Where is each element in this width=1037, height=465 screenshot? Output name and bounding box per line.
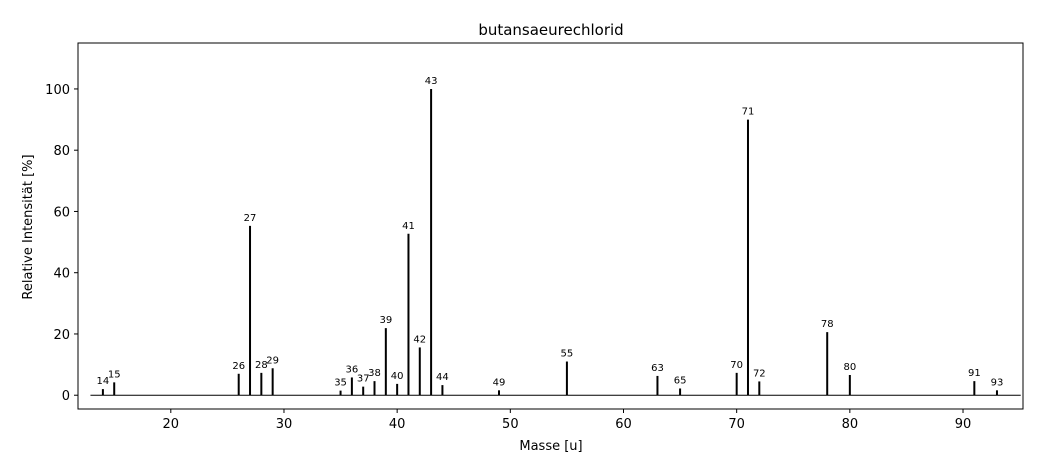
peak-label: 49 (493, 377, 506, 388)
x-tick-label: 80 (842, 417, 859, 432)
peak-label: 27 (244, 213, 257, 224)
peak-label: 70 (730, 360, 743, 371)
x-tick-label: 60 (615, 417, 632, 432)
chart-title: butansaeurechlorid (478, 21, 623, 39)
y-tick-label: 20 (53, 328, 70, 343)
peak-label: 39 (379, 315, 392, 326)
x-tick-label: 50 (502, 417, 519, 432)
y-tick-label: 80 (53, 144, 70, 159)
y-tick-label: 60 (53, 205, 70, 220)
peak-label: 15 (108, 369, 121, 380)
peak-label: 26 (232, 361, 245, 372)
peak-label: 71 (742, 107, 755, 118)
x-tick-label: 30 (276, 417, 293, 432)
peak-label: 36 (346, 364, 359, 375)
peak-label: 35 (334, 378, 347, 389)
peak-label: 42 (413, 334, 426, 345)
peak-label: 28 (255, 360, 268, 371)
peak-label: 40 (391, 371, 404, 382)
peak-label: 38 (368, 368, 381, 379)
peak-label: 78 (821, 319, 834, 330)
y-tick-label: 0 (62, 389, 70, 404)
peak-label: 65 (674, 375, 687, 386)
x-tick-label: 70 (728, 417, 745, 432)
x-axis-label: Masse [u] (519, 439, 582, 454)
peak-label: 72 (753, 368, 766, 379)
plot-frame (77, 42, 1024, 410)
peak-label: 93 (991, 377, 1004, 388)
peak-label: 29 (266, 355, 279, 366)
peak-label: 80 (843, 362, 856, 373)
x-tick-label: 40 (389, 417, 406, 432)
peak-label: 55 (561, 349, 574, 360)
x-tick-label: 90 (955, 417, 972, 432)
peak-label: 44 (436, 372, 449, 383)
peak-label: 14 (97, 376, 110, 387)
peak-label: 63 (651, 363, 664, 374)
peak-label: 43 (425, 76, 438, 87)
peak-label: 37 (357, 374, 370, 385)
x-tick-label: 20 (163, 417, 180, 432)
y-axis-label: Relative Intensität [%] (21, 154, 36, 299)
y-tick-label: 40 (53, 267, 70, 282)
y-tick-label: 100 (45, 83, 70, 98)
peak-label: 41 (402, 221, 415, 232)
peak-label: 91 (968, 368, 981, 379)
